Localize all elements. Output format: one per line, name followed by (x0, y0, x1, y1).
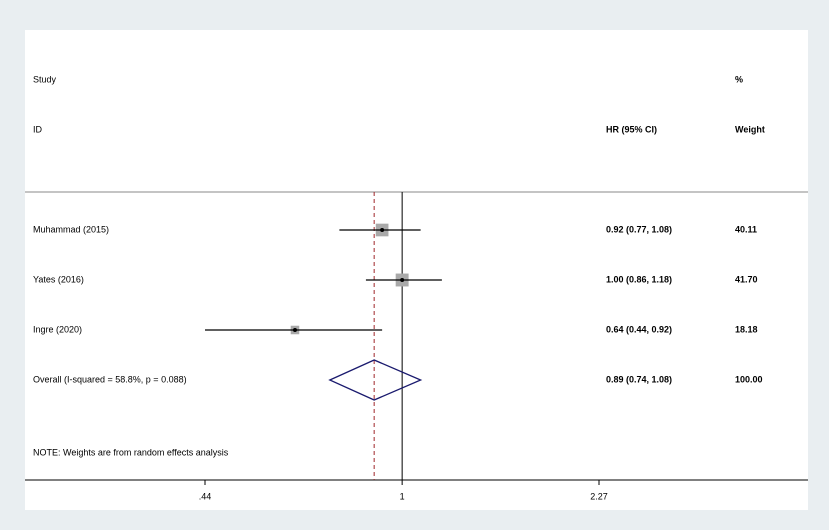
point-estimate (292, 328, 297, 332)
ci-label: 0.92 (0.77, 1.08) (606, 224, 672, 234)
header-id: ID (33, 124, 43, 134)
x-tick-label: .44 (199, 491, 212, 501)
overall-diamond (328, 359, 423, 401)
study-label: Muhammad (2015) (33, 224, 109, 234)
ci-label: 0.64 (0.44, 0.92) (606, 324, 672, 334)
point-estimate (400, 278, 405, 282)
header-study: Study (33, 74, 57, 84)
study-label: Yates (2016) (33, 274, 84, 284)
overall-label: Overall (I-squared = 58.8%, p = 0.088) (33, 374, 187, 384)
header-weight: Weight (735, 124, 765, 134)
weight-label: 41.70 (735, 274, 758, 284)
header-effect: HR (95% CI) (606, 124, 657, 134)
plot-background (25, 30, 808, 510)
x-tick-label: 1 (400, 491, 405, 501)
x-tick-label: 2.27 (590, 491, 608, 501)
ci-label: 1.00 (0.86, 1.18) (606, 274, 672, 284)
overall-ci-label: 0.89 (0.74, 1.08) (606, 374, 672, 384)
header-pct: % (735, 74, 743, 84)
weight-label: 40.11 (735, 224, 757, 234)
study-label: Ingre (2020) (33, 324, 82, 334)
weight-label: 18.18 (735, 324, 758, 334)
point-estimate (380, 228, 385, 232)
overall-weight-label: 100.00 (735, 374, 763, 384)
note: NOTE: Weights are from random effects an… (33, 447, 229, 457)
